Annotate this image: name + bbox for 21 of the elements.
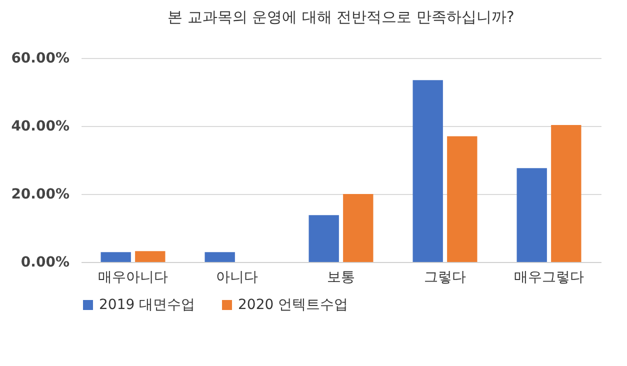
bar: [551, 124, 582, 262]
legend-label: 2019 대면수업: [99, 297, 196, 313]
x-tick-label: 매우그렇다: [514, 270, 584, 286]
legend-label: 2020 언텍트수업: [238, 297, 348, 313]
bar: [447, 136, 478, 262]
bar: [412, 80, 443, 262]
bar: [135, 251, 166, 262]
chart-title: 본 교과목의 운영에 대해 전반적으로 만족하십니까?: [168, 8, 514, 26]
bar: [204, 252, 235, 262]
bar: [100, 252, 131, 262]
y-tick-label: 20.00%: [11, 186, 70, 202]
bar: [516, 168, 547, 262]
bar: [343, 194, 374, 262]
y-tick-label: 40.00%: [11, 118, 70, 134]
x-tick-label: 아니다: [216, 270, 258, 286]
x-tick-label: 매우아니다: [98, 270, 168, 286]
x-tick-label: 보통: [327, 270, 355, 286]
y-tick-label: 0.00%: [20, 254, 70, 270]
y-tick-label: 60.00%: [11, 50, 70, 66]
x-tick-label: 그렇다: [424, 270, 466, 286]
bar: [308, 215, 339, 262]
